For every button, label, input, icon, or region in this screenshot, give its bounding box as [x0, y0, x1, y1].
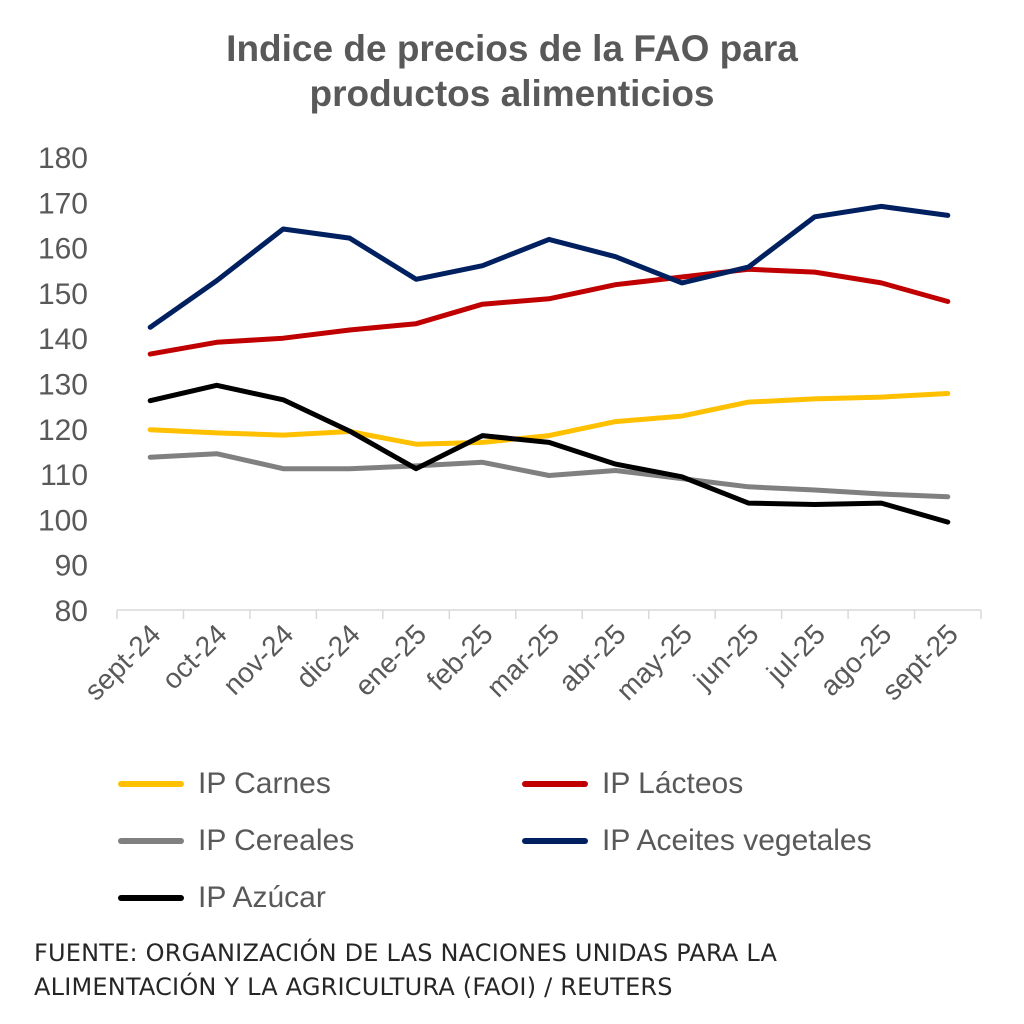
- source-line-1: FUENTE: ORGANIZACIÓN DE LAS NACIONES UNI…: [34, 939, 778, 967]
- chart-title: Indice de precios de la FAO para product…: [0, 26, 1024, 116]
- chart-title-line-1: Indice de precios de la FAO para: [226, 28, 798, 69]
- legend-swatch-cereales: [118, 838, 184, 844]
- y-tick-label: 110: [40, 459, 88, 492]
- y-tick-label: 80: [55, 595, 88, 628]
- series-line-ip-az-car: [147, 382, 951, 525]
- x-tick-label: sept-25: [876, 618, 964, 706]
- y-tick-label: 170: [38, 187, 88, 220]
- series-line-ip-cereales: [147, 451, 951, 500]
- series-line-ip-carnes: [147, 391, 951, 447]
- source-line-2: ALIMENTACIÓN Y LA AGRICULTURA (FAOI) / R…: [34, 973, 673, 1001]
- legend-item-carnes: IP Carnes: [118, 767, 331, 801]
- x-tick-label: mar-25: [481, 618, 566, 703]
- y-tick-label: 150: [38, 278, 88, 311]
- legend-item-lacteos: IP Lácteos: [522, 767, 743, 801]
- y-tick-label: 100: [38, 504, 88, 537]
- x-tick-label: jun-25: [687, 618, 765, 696]
- source-note: FUENTE: ORGANIZACIÓN DE LAS NACIONES UNI…: [34, 936, 777, 1004]
- series-line-ip-aceites-vegetales: [147, 203, 951, 330]
- x-tick-label: ene-25: [349, 618, 433, 702]
- legend-label-cereales: IP Cereales: [198, 824, 355, 857]
- y-tick-label: 160: [38, 233, 88, 266]
- series-line-ip-l-cteos: [147, 266, 951, 357]
- legend-item-cereales: IP Cereales: [118, 824, 354, 858]
- chart-title-line-2: productos alimenticios: [309, 73, 715, 114]
- legend-label-lacteos: IP Lácteos: [602, 767, 744, 800]
- legend-item-azucar: IP Azúcar: [118, 881, 326, 915]
- x-tick-label: nov-24: [217, 618, 299, 700]
- legend-swatch-lacteos: [522, 781, 588, 787]
- y-tick-label: 90: [55, 550, 88, 583]
- legend-item-aceites: IP Aceites vegetales: [522, 824, 872, 858]
- x-tick-label: sept-24: [79, 618, 167, 706]
- legend-swatch-azucar: [118, 895, 184, 901]
- y-tick-label: 140: [38, 323, 88, 356]
- legend-swatch-carnes: [118, 781, 184, 787]
- y-tick-label: 180: [38, 142, 88, 175]
- x-tick-label: may-25: [610, 618, 698, 706]
- y-tick-label: 120: [38, 414, 88, 447]
- legend-swatch-aceites: [522, 838, 588, 844]
- legend-label-carnes: IP Carnes: [198, 767, 331, 800]
- y-tick-label: 130: [38, 369, 88, 402]
- legend-label-aceites: IP Aceites vegetales: [602, 824, 872, 857]
- legend-label-azucar: IP Azúcar: [198, 881, 326, 914]
